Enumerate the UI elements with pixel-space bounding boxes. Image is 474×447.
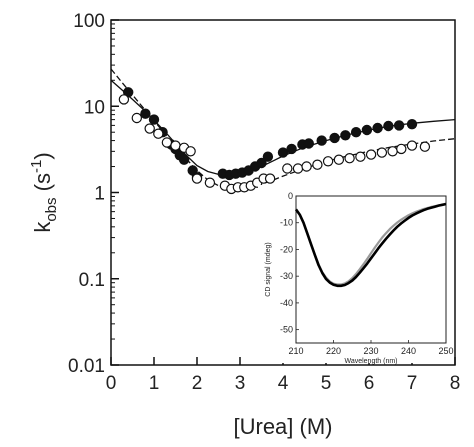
- y-tick-label: 0.01: [68, 356, 105, 377]
- data-point-series-2: [282, 163, 293, 174]
- data-point-series-2: [365, 149, 377, 160]
- data-point-series-2: [264, 173, 276, 184]
- inset-y-tick-label: -40: [280, 298, 293, 308]
- x-tick-label: 2: [192, 373, 203, 394]
- x-tick-label: 3: [235, 373, 246, 394]
- data-point-series-2: [396, 143, 407, 155]
- inset-x-tick-label: 250: [438, 346, 453, 356]
- y-axis-label-sub: obs: [43, 197, 60, 221]
- y-tick-label: 10: [84, 97, 105, 118]
- data-point-series-2: [344, 152, 355, 164]
- inset-y-axis-label: CD signal (mdeg): [265, 242, 272, 296]
- y-axis-label: kobs (s-1): [28, 152, 60, 232]
- data-point-series-2: [131, 112, 142, 124]
- inset-y-tick-label: -50: [280, 325, 293, 335]
- data-point-series-2: [301, 161, 312, 172]
- y-axis-label-sup: -1: [28, 160, 45, 173]
- data-point-series-2: [161, 137, 173, 148]
- data-point-series-1: [286, 143, 297, 155]
- data-point-series-1: [406, 118, 418, 130]
- data-point-series-2: [322, 156, 334, 167]
- y-tick-label: 0.1: [79, 270, 105, 291]
- data-point-series-1: [303, 138, 314, 149]
- x-axis-label: [Urea] (M): [234, 414, 333, 439]
- data-point-series-2: [191, 173, 203, 184]
- data-point-series-2: [333, 154, 345, 165]
- x-tick-label: 1: [149, 373, 160, 394]
- inset-y-tick-label: -30: [280, 271, 293, 281]
- data-point-series-2: [204, 177, 216, 188]
- y-axis-label-close: ): [30, 152, 55, 159]
- x-tick-label: 0: [106, 373, 117, 394]
- data-point-series-2: [292, 163, 304, 174]
- y-axis-label-main: k: [30, 221, 55, 233]
- x-tick-label: 7: [407, 373, 418, 394]
- data-point-series-2: [153, 128, 164, 139]
- inset-x-tick-label: 220: [326, 346, 341, 356]
- inset-y-tick-label: -10: [280, 218, 293, 228]
- x-tick-label: 4: [278, 373, 289, 394]
- inset-spectrum-line-2: [294, 202, 447, 288]
- y-tick-label: 100: [73, 11, 105, 32]
- data-point-series-1: [393, 120, 405, 131]
- inset-x-axis-label: Wavelength (nm): [344, 358, 397, 365]
- data-point-series-1: [329, 132, 340, 144]
- inset-cd-spectrum: 0 -10 -20 -30 -40 -50 210 220 230 240 250 Wavelengt…: [258, 185, 454, 365]
- data-point-series-2: [185, 146, 196, 157]
- data-point-series-2: [144, 123, 155, 134]
- data-point-series-2: [406, 140, 418, 151]
- data-point-series-1: [178, 154, 190, 165]
- data-point-series-2: [376, 147, 388, 158]
- data-point-series-1: [316, 135, 327, 146]
- data-point-series-2: [419, 141, 431, 152]
- x-tick-label: 6: [364, 373, 375, 394]
- data-point-series-1: [383, 120, 394, 132]
- inset-x-tick-label: 240: [401, 346, 416, 356]
- data-point-series-1: [148, 114, 160, 125]
- data-point-series-1: [140, 108, 151, 119]
- data-point-series-2: [355, 151, 366, 162]
- data-point-series-1: [277, 147, 289, 158]
- data-point-series-1: [361, 124, 373, 136]
- data-point-series-2: [118, 94, 130, 105]
- y-axis-label-unit: (s: [30, 173, 55, 197]
- data-point-series-2: [312, 159, 323, 170]
- y-tick-label: 1: [94, 184, 105, 205]
- inset-y-tick-label: -20: [280, 244, 293, 254]
- inset-y-tick-label: 0: [288, 191, 293, 201]
- inset-x-tick-label: 230: [363, 346, 378, 356]
- data-point-series-1: [262, 151, 274, 162]
- data-point-series-1: [256, 157, 267, 169]
- data-point-series-1: [372, 122, 383, 134]
- inset-x-tick-label: 210: [288, 346, 303, 356]
- x-tick-label: 8: [450, 373, 461, 394]
- data-point-series-1: [350, 126, 362, 138]
- data-point-series-1: [340, 130, 351, 141]
- x-tick-label: 5: [321, 373, 332, 394]
- data-point-series-2: [387, 146, 398, 157]
- data-point-series-2: [170, 140, 181, 151]
